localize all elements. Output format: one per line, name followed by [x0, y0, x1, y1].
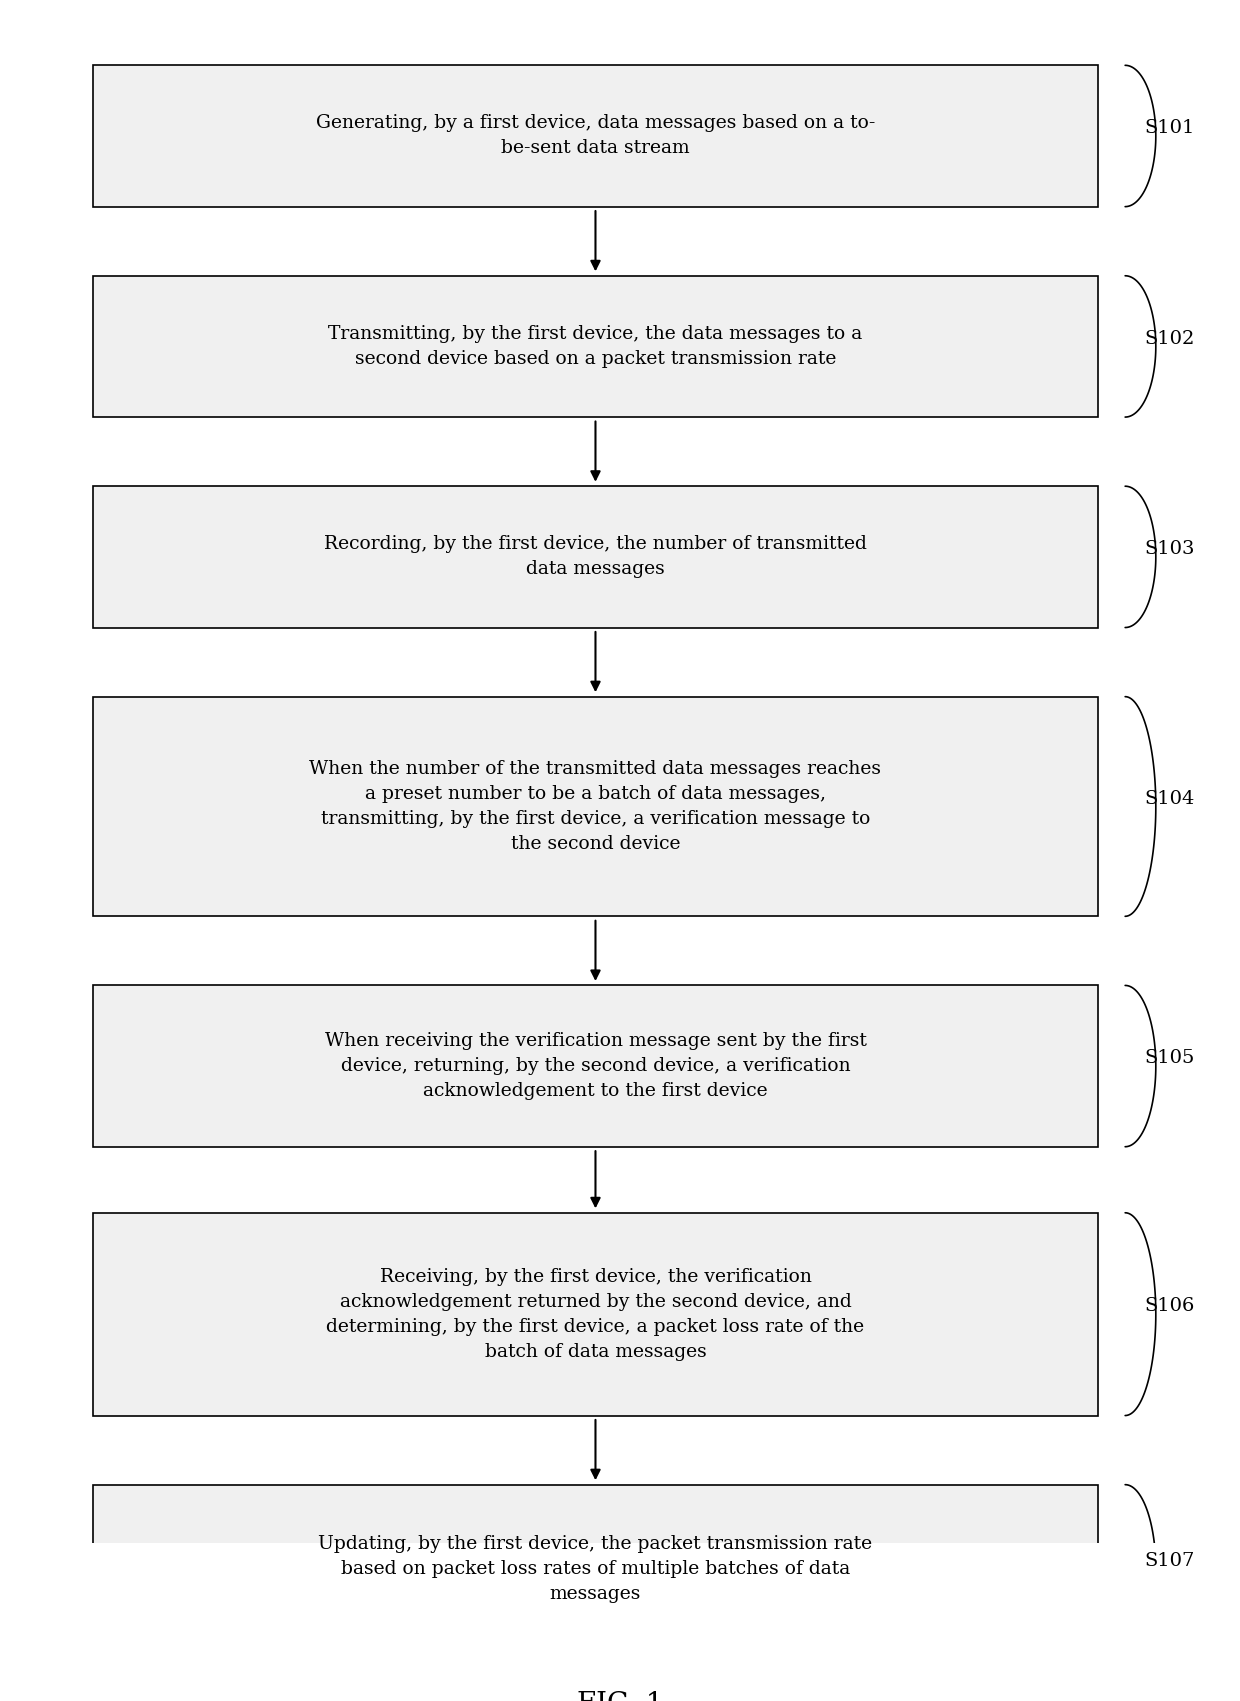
FancyBboxPatch shape	[93, 1485, 1099, 1653]
FancyBboxPatch shape	[93, 276, 1099, 417]
Text: S101: S101	[1145, 119, 1194, 138]
Text: Recording, by the first device, the number of transmitted
data messages: Recording, by the first device, the numb…	[324, 536, 867, 578]
Text: When the number of the transmitted data messages reaches
a preset number to be a: When the number of the transmitted data …	[310, 760, 882, 852]
FancyBboxPatch shape	[93, 1213, 1099, 1415]
Text: When receiving the verification message sent by the first
device, returning, by : When receiving the verification message …	[325, 1033, 867, 1101]
Text: S104: S104	[1145, 789, 1194, 808]
FancyBboxPatch shape	[93, 65, 1099, 206]
Text: Transmitting, by the first device, the data messages to a
second device based on: Transmitting, by the first device, the d…	[329, 325, 863, 367]
FancyBboxPatch shape	[93, 697, 1099, 917]
Text: Receiving, by the first device, the verification
acknowledgement returned by the: Receiving, by the first device, the veri…	[326, 1267, 864, 1361]
Text: S105: S105	[1145, 1050, 1194, 1068]
FancyBboxPatch shape	[93, 486, 1099, 628]
Text: S102: S102	[1145, 330, 1194, 347]
Text: S103: S103	[1145, 541, 1194, 558]
Text: Updating, by the first device, the packet transmission rate
based on packet loss: Updating, by the first device, the packe…	[319, 1534, 873, 1602]
Text: Generating, by a first device, data messages based on a to-
be-sent data stream: Generating, by a first device, data mess…	[316, 114, 875, 158]
Text: FIG. 1: FIG. 1	[577, 1691, 663, 1701]
Text: S107: S107	[1145, 1553, 1194, 1570]
Text: S106: S106	[1145, 1298, 1194, 1315]
FancyBboxPatch shape	[93, 985, 1099, 1146]
